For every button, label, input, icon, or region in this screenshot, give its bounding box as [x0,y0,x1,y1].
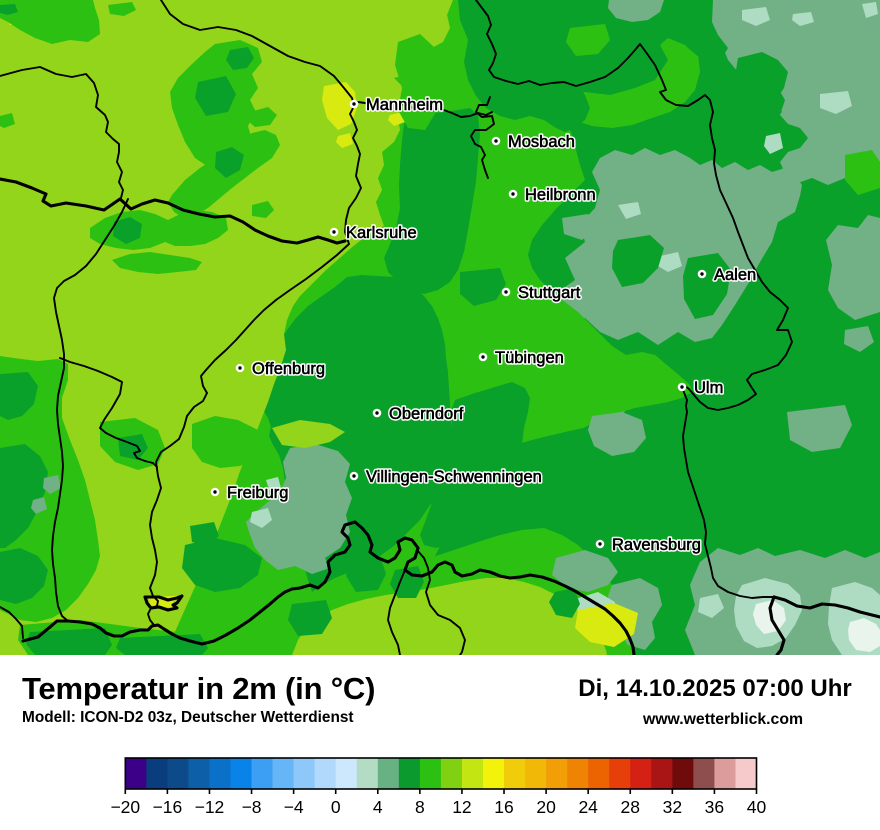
svg-text:Stuttgart: Stuttgart [518,284,581,302]
svg-text:Freiburg: Freiburg [227,484,288,502]
svg-text:Heilbronn: Heilbronn [525,186,596,204]
svg-text:Oberndorf: Oberndorf [389,405,464,423]
svg-text:24: 24 [578,797,598,817]
svg-text:Stuttgart: Stuttgart [518,284,581,302]
svg-text:8: 8 [415,797,425,817]
svg-text:Tübingen: Tübingen [495,349,564,367]
svg-text:Freiburg: Freiburg [227,484,288,502]
svg-text:4: 4 [373,797,383,817]
svg-text:20: 20 [536,797,556,817]
svg-text:12: 12 [452,797,471,817]
svg-text:−12: −12 [195,797,225,817]
svg-text:Tübingen: Tübingen [495,349,564,367]
svg-text:Mosbach: Mosbach [508,133,575,151]
svg-text:Mannheim: Mannheim [366,96,443,114]
svg-text:Mosbach: Mosbach [508,133,575,151]
svg-text:Aalen: Aalen [714,266,756,284]
svg-text:0: 0 [331,797,341,817]
svg-text:16: 16 [494,797,513,817]
svg-text:Offenburg: Offenburg [252,360,325,378]
svg-text:Ravensburg: Ravensburg [612,536,701,554]
svg-text:Mannheim: Mannheim [366,96,443,114]
svg-text:Offenburg: Offenburg [252,360,325,378]
svg-text:−20: −20 [110,797,140,817]
svg-text:Ravensburg: Ravensburg [612,536,701,554]
svg-text:−4: −4 [284,797,304,817]
svg-text:Karlsruhe: Karlsruhe [346,224,417,242]
svg-text:28: 28 [621,797,640,817]
svg-text:40: 40 [747,797,767,817]
svg-text:Oberndorf: Oberndorf [389,405,464,423]
svg-text:Aalen: Aalen [714,266,756,284]
svg-text:−16: −16 [153,797,183,817]
svg-text:Villingen-Schwenningen: Villingen-Schwenningen [366,468,542,486]
svg-text:Karlsruhe: Karlsruhe [346,224,417,242]
svg-text:Villingen-Schwenningen: Villingen-Schwenningen [366,468,542,486]
svg-text:Ulm: Ulm [694,379,723,397]
svg-text:32: 32 [663,797,682,817]
svg-text:Ulm: Ulm [694,379,723,397]
svg-text:Heilbronn: Heilbronn [525,186,596,204]
svg-text:36: 36 [705,797,724,817]
svg-text:−8: −8 [242,797,262,817]
